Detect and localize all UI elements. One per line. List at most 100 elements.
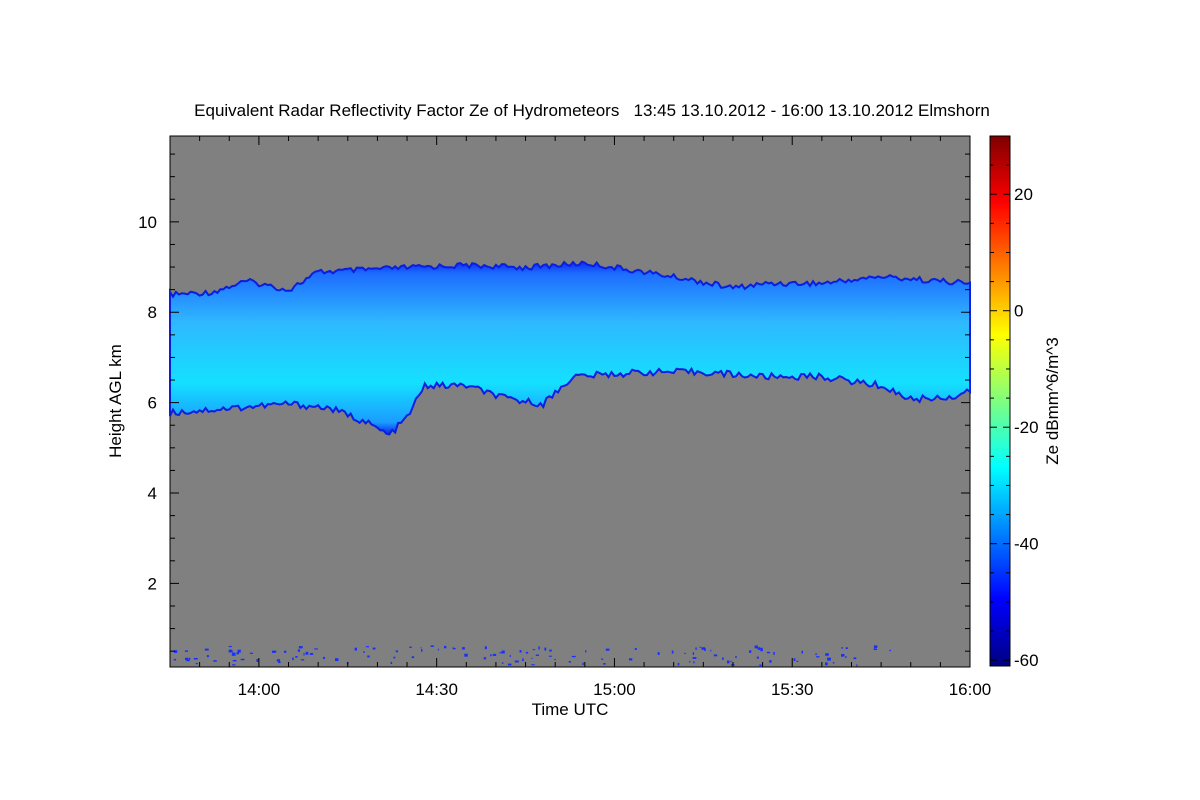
clutter-speck bbox=[354, 647, 357, 651]
colorbar-tick-label: 20 bbox=[1014, 185, 1033, 204]
y-tick-label: 6 bbox=[148, 394, 157, 413]
colorbar-tick-label: -20 bbox=[1014, 418, 1039, 437]
clutter-speck bbox=[832, 662, 835, 664]
y-tick-label: 8 bbox=[148, 303, 157, 322]
y-tick-label: 10 bbox=[138, 213, 157, 232]
clutter-speck bbox=[853, 657, 857, 660]
clutter-speck bbox=[395, 650, 399, 653]
clutter-speck bbox=[769, 660, 772, 663]
clutter-speck bbox=[856, 664, 858, 667]
clutter-speck bbox=[232, 664, 236, 666]
clutter-speck bbox=[816, 656, 820, 658]
colorbar-axis: 20 0 -20 -40 -60 bbox=[990, 135, 1039, 670]
clutter-speck bbox=[889, 649, 891, 652]
clutter-speck bbox=[464, 653, 468, 657]
clutter-speck bbox=[548, 655, 552, 657]
clutter-speck bbox=[845, 647, 848, 650]
clutter-speck bbox=[519, 650, 522, 653]
clutter-speck bbox=[305, 651, 309, 655]
y-tick-label: 2 bbox=[148, 574, 157, 593]
clutter-speck bbox=[195, 662, 198, 665]
clutter-speck bbox=[310, 653, 314, 655]
clutter-speck bbox=[801, 650, 804, 654]
clutter-speck bbox=[206, 655, 209, 658]
clutter-speck bbox=[554, 658, 556, 661]
clutter-speck bbox=[298, 646, 303, 649]
clutter-speck bbox=[568, 661, 571, 663]
clutter-speck bbox=[713, 654, 718, 657]
colorbar-label: Ze dBmm^6/m^3 bbox=[1043, 337, 1062, 464]
clutter-speck bbox=[677, 662, 680, 666]
clutter-speck bbox=[603, 663, 606, 665]
clutter-speck bbox=[703, 648, 706, 651]
clutter-speck bbox=[256, 659, 259, 662]
clutter-speck bbox=[531, 664, 535, 666]
clutter-speck bbox=[490, 654, 492, 657]
clutter-speck bbox=[297, 649, 301, 652]
clutter-speck bbox=[582, 662, 584, 666]
clutter-speck bbox=[278, 661, 281, 664]
clutter-speck bbox=[514, 660, 519, 663]
clutter-speck bbox=[462, 647, 465, 650]
clutter-speck bbox=[634, 648, 637, 650]
clutter-speck bbox=[437, 648, 439, 651]
clutter-speck bbox=[549, 649, 552, 652]
clutter-speck bbox=[601, 658, 604, 660]
clutter-speck bbox=[684, 652, 686, 654]
clutter-speck bbox=[522, 658, 524, 662]
clutter-speck bbox=[499, 652, 504, 654]
clutter-speck bbox=[873, 645, 878, 649]
clutter-speck bbox=[303, 652, 305, 656]
clutter-speck bbox=[409, 646, 412, 648]
clutter-speck bbox=[815, 653, 817, 656]
clutter-speck bbox=[335, 658, 339, 662]
clutter-speck bbox=[272, 650, 276, 653]
clutter-speck bbox=[483, 657, 487, 660]
x-tick-label: 16:00 bbox=[949, 680, 992, 699]
clutter-speck bbox=[760, 647, 763, 650]
clutter-speck bbox=[276, 659, 281, 662]
colorbar-tick-label: 0 bbox=[1014, 302, 1023, 321]
clutter-speck bbox=[508, 663, 512, 666]
clutter-speck bbox=[695, 647, 697, 650]
clutter-speck bbox=[365, 646, 369, 648]
clutter-speck bbox=[532, 649, 536, 651]
clutter-speck bbox=[231, 653, 236, 656]
clutter-speck bbox=[722, 657, 724, 660]
clutter-speck bbox=[844, 656, 847, 658]
clutter-speck bbox=[629, 658, 633, 661]
clutter-speck bbox=[314, 648, 318, 650]
clutter-speck bbox=[484, 646, 487, 650]
clutter-speck bbox=[228, 649, 233, 653]
colorbar bbox=[989, 135, 1011, 667]
clutter-speck bbox=[842, 654, 845, 656]
clutter-speck bbox=[759, 664, 762, 668]
clutter-speck bbox=[295, 656, 298, 658]
clutter-speck bbox=[544, 647, 547, 651]
cloud-band bbox=[169, 260, 971, 436]
clutter-speck bbox=[509, 654, 511, 658]
clutter-speck bbox=[535, 654, 539, 656]
clutter-speck bbox=[284, 650, 287, 653]
clutter-speck bbox=[873, 648, 878, 650]
clutter-speck bbox=[213, 660, 217, 662]
x-tick-label: 15:30 bbox=[771, 680, 814, 699]
clutter-speck bbox=[657, 652, 660, 655]
clutter-speck bbox=[756, 656, 759, 659]
clutter-speck bbox=[393, 656, 396, 659]
clutter-speck bbox=[430, 645, 434, 647]
chart-title: Equivalent Radar Reflectivity Factor Ze … bbox=[194, 101, 990, 120]
clutter-speck bbox=[766, 651, 771, 654]
clutter-speck bbox=[757, 647, 761, 650]
clutter-speck bbox=[186, 659, 190, 662]
clutter-speck bbox=[193, 658, 198, 660]
clutter-speck bbox=[531, 657, 533, 659]
clutter-speck bbox=[730, 660, 732, 663]
clutter-speck bbox=[185, 657, 189, 661]
clutter-speck bbox=[749, 650, 752, 653]
clutter-speck bbox=[692, 652, 695, 655]
clutter-speck bbox=[444, 645, 447, 649]
colorbar-tick-label: -40 bbox=[1014, 535, 1039, 554]
clutter-speck bbox=[292, 657, 294, 661]
